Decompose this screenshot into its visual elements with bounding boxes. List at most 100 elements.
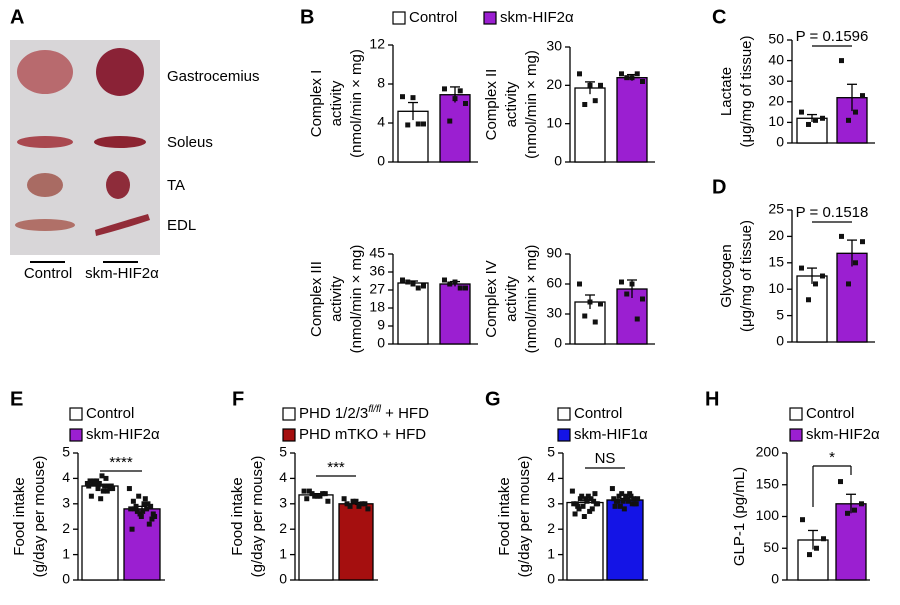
y-tick-label: 27: [369, 281, 385, 297]
data-point: [571, 501, 577, 507]
y-tick-label: 10: [768, 280, 784, 296]
group-label: skm-HIF2α: [85, 265, 159, 282]
y-tick-label: 2: [279, 520, 287, 536]
y-tick-label: 40: [768, 51, 784, 67]
legend-label-part: fl/fl: [368, 404, 382, 415]
data-point: [141, 501, 147, 507]
legend-swatch: [789, 428, 803, 442]
y-tick-label: 60: [546, 275, 562, 291]
data-point: [581, 514, 587, 519]
data-point: [620, 498, 626, 504]
muscle: [27, 173, 63, 197]
y-tick-label: 0: [776, 134, 784, 150]
bar: [397, 282, 429, 345]
y-tick-label: 100: [756, 507, 780, 523]
y-tick-label: 0: [554, 335, 562, 351]
data-point: [421, 283, 426, 289]
data-point: [130, 498, 136, 504]
legend-swatch: [392, 11, 406, 25]
legend-swatch: [483, 11, 497, 25]
data-point: [577, 281, 582, 287]
y-tick-label: 0: [554, 153, 562, 169]
y-axis-label: (nmol/min × mg): [523, 245, 540, 354]
y-tick-label: 4: [62, 469, 70, 485]
data-point: [577, 496, 583, 502]
y-tick-label: 8: [377, 75, 385, 91]
data-point: [88, 493, 94, 499]
panel-letter: A: [10, 6, 24, 28]
data-point: [640, 296, 645, 302]
data-point: [633, 501, 639, 507]
data-point: [617, 503, 623, 509]
legend-label: PHD 1/2/3fl/fl + HFD: [299, 404, 429, 422]
photo: [10, 40, 160, 263]
data-point: [621, 506, 627, 512]
data-point: [598, 301, 603, 307]
data-point: [860, 93, 865, 99]
data-point: [96, 480, 102, 486]
data-point: [582, 102, 588, 107]
data-point: [813, 117, 818, 123]
y-tick-label: 0: [547, 571, 555, 587]
y-axis-label: activity: [328, 276, 345, 322]
y-axis-label: Complex IV: [483, 260, 500, 338]
data-point: [585, 493, 591, 499]
data-point: [314, 493, 320, 499]
data-point: [598, 82, 603, 88]
y-tick-label: 5: [776, 306, 784, 322]
y-tick-label: 50: [768, 31, 784, 47]
data-point: [799, 265, 804, 271]
y-tick-label: 5: [547, 444, 555, 460]
data-point: [629, 75, 635, 81]
data-point: [619, 71, 624, 77]
legend-label: Control: [86, 405, 134, 422]
data-point: [820, 115, 825, 121]
y-tick-label: 45: [369, 245, 385, 261]
data-point: [98, 496, 104, 502]
data-point: [806, 121, 811, 127]
bar: [796, 275, 828, 343]
data-point: [807, 552, 812, 558]
data-point: [584, 498, 590, 504]
muscle: [94, 136, 146, 148]
y-axis-label: (μg/mg of tissue): [738, 35, 755, 147]
legend-swatch: [69, 428, 83, 442]
data-point: [99, 473, 105, 479]
muscle: [17, 50, 73, 94]
y-tick-label: 4: [377, 114, 385, 130]
data-point: [452, 279, 458, 285]
data-point: [140, 508, 146, 514]
y-axis-label: (nmol/min × mg): [348, 49, 365, 158]
data-point: [572, 511, 578, 517]
data-point: [91, 478, 97, 484]
data-point: [591, 498, 597, 504]
y-tick-label: 2: [547, 520, 555, 536]
data-point: [629, 281, 635, 287]
data-point: [577, 71, 582, 77]
data-point: [629, 501, 635, 507]
data-point: [631, 496, 637, 502]
data-point: [627, 491, 633, 497]
data-point: [149, 516, 155, 522]
data-point: [813, 281, 818, 287]
y-tick-label: 15: [768, 254, 784, 270]
annotation: ****: [109, 454, 133, 471]
data-point: [587, 82, 593, 88]
y-tick-label: 90: [546, 245, 562, 261]
bar: [835, 503, 867, 581]
y-tick-label: 1: [62, 545, 70, 561]
data-point: [400, 277, 405, 283]
legend-swatch: [69, 407, 83, 421]
y-tick-label: 0: [377, 153, 385, 169]
panel-letter: B: [300, 6, 314, 28]
annotation: NS: [595, 450, 616, 467]
muscle-label: EDL: [167, 217, 196, 234]
data-point: [95, 486, 101, 492]
y-tick-label: 36: [369, 263, 385, 279]
data-point: [92, 480, 98, 486]
data-point: [410, 95, 416, 101]
data-point: [589, 506, 595, 512]
y-axis-label: (g/day per mouse): [31, 456, 48, 578]
data-point: [619, 279, 624, 285]
y-tick-label: 20: [768, 93, 784, 109]
